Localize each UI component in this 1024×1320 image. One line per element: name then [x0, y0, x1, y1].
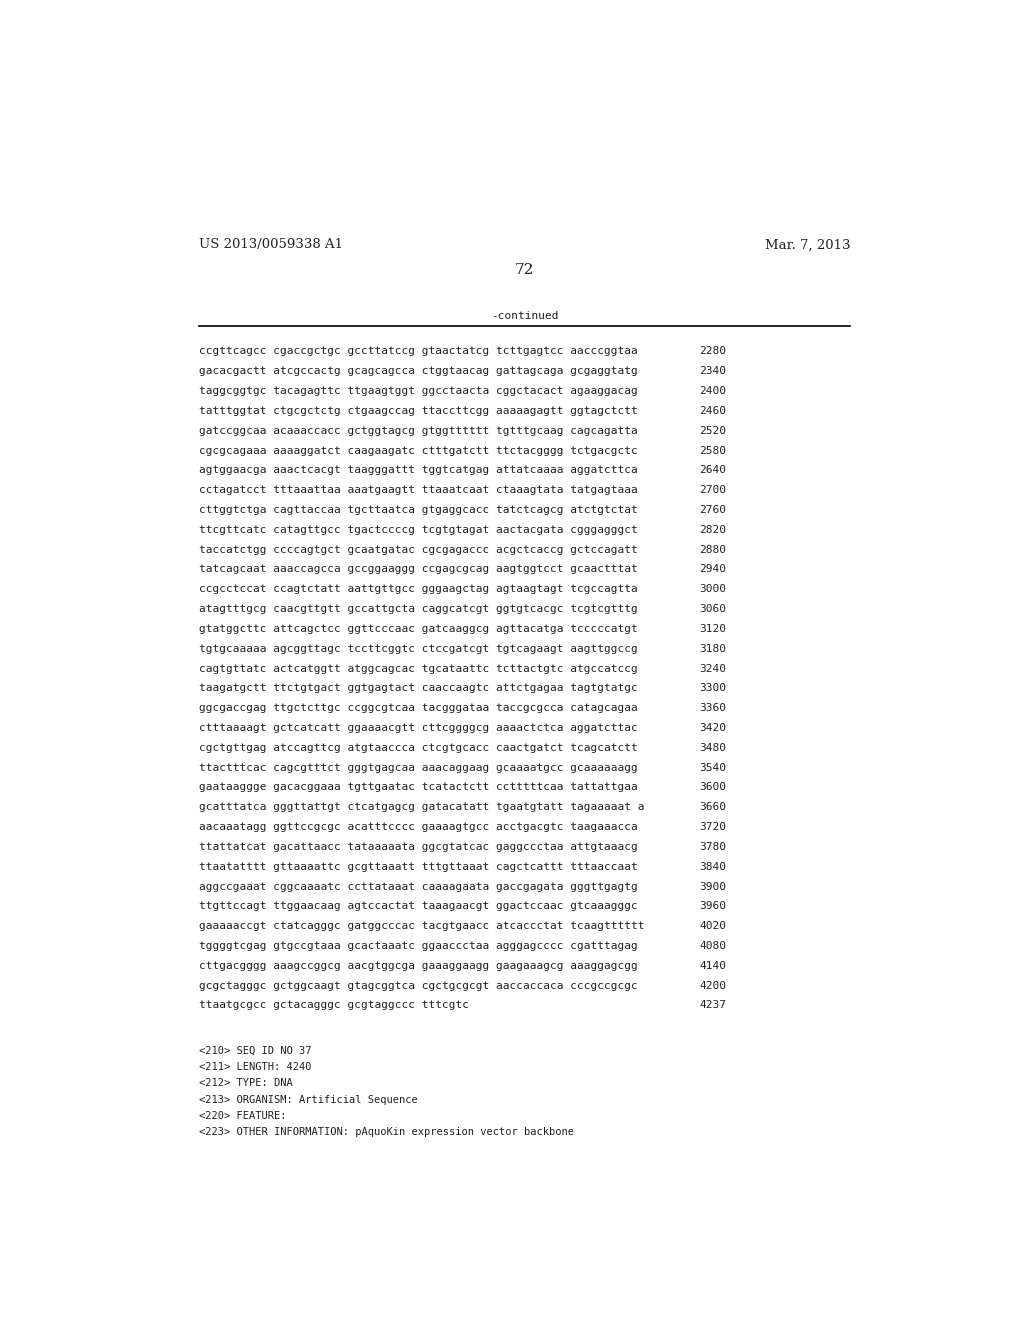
Text: 2820: 2820: [699, 525, 726, 535]
Text: 4080: 4080: [699, 941, 726, 950]
Text: gaaaaaccgt ctatcagggc gatggcccac tacgtgaacc atcaccctat tcaagtttttt: gaaaaaccgt ctatcagggc gatggcccac tacgtga…: [200, 921, 645, 931]
Text: ccgcctccat ccagtctatt aattgttgcc gggaagctag agtaagtagt tcgccagtta: ccgcctccat ccagtctatt aattgttgcc gggaagc…: [200, 585, 638, 594]
Text: ccgttcagcc cgaccgctgc gccttatccg gtaactatcg tcttgagtcc aacccggtaa: ccgttcagcc cgaccgctgc gccttatccg gtaacta…: [200, 346, 638, 356]
Text: 2640: 2640: [699, 466, 726, 475]
Text: 2460: 2460: [699, 405, 726, 416]
Text: cgcgcagaaa aaaaggatct caagaagatc ctttgatctt ttctacgggg tctgacgctc: cgcgcagaaa aaaaggatct caagaagatc ctttgat…: [200, 446, 638, 455]
Text: <223> OTHER INFORMATION: pAquoKin expression vector backbone: <223> OTHER INFORMATION: pAquoKin expres…: [200, 1127, 574, 1137]
Text: cttgacgggg aaagccggcg aacgtggcga gaaaggaagg gaagaaagcg aaaggagcgg: cttgacgggg aaagccggcg aacgtggcga gaaagga…: [200, 961, 638, 970]
Text: cagtgttatc actcatggtt atggcagcac tgcataattc tcttactgtc atgccatccg: cagtgttatc actcatggtt atggcagcac tgcataa…: [200, 664, 638, 673]
Text: 2760: 2760: [699, 506, 726, 515]
Text: gaataaggge gacacggaaa tgttgaatac tcatactctt cctttttcaa tattattgaa: gaataaggge gacacggaaa tgttgaatac tcatact…: [200, 783, 638, 792]
Text: 3660: 3660: [699, 803, 726, 812]
Text: taagatgctt ttctgtgact ggtgagtact caaccaagtc attctgagaa tagtgtatgc: taagatgctt ttctgtgact ggtgagtact caaccaa…: [200, 684, 638, 693]
Text: 2520: 2520: [699, 426, 726, 436]
Text: 2940: 2940: [699, 565, 726, 574]
Text: aggccgaaat cggcaaaatc ccttataaat caaaagaata gaccgagata gggttgagtg: aggccgaaat cggcaaaatc ccttataaat caaaaga…: [200, 882, 638, 891]
Text: 4200: 4200: [699, 981, 726, 991]
Text: <213> ORGANISM: Artificial Sequence: <213> ORGANISM: Artificial Sequence: [200, 1094, 418, 1105]
Text: ttaatatttt gttaaaattc gcgttaaatt tttgttaaat cagctcattt tttaaccaat: ttaatatttt gttaaaattc gcgttaaatt tttgtta…: [200, 862, 638, 871]
Text: ttaatgcgcc gctacagggc gcgtaggccc tttcgtc: ttaatgcgcc gctacagggc gcgtaggccc tttcgtc: [200, 1001, 469, 1011]
Text: 3840: 3840: [699, 862, 726, 871]
Text: <211> LENGTH: 4240: <211> LENGTH: 4240: [200, 1063, 312, 1072]
Text: 3180: 3180: [699, 644, 726, 653]
Text: 3780: 3780: [699, 842, 726, 851]
Text: tgtgcaaaaa agcggttagc tccttcggtc ctccgatcgt tgtcagaagt aagttggccg: tgtgcaaaaa agcggttagc tccttcggtc ctccgat…: [200, 644, 638, 653]
Text: atagtttgcg caacgttgtt gccattgcta caggcatcgt ggtgtcacgc tcgtcgtttg: atagtttgcg caacgttgtt gccattgcta caggcat…: [200, 605, 638, 614]
Text: 3420: 3420: [699, 723, 726, 733]
Text: 4237: 4237: [699, 1001, 726, 1011]
Text: 3360: 3360: [699, 704, 726, 713]
Text: agtggaacga aaactcacgt taagggattt tggtcatgag attatcaaaa aggatcttca: agtggaacga aaactcacgt taagggattt tggtcat…: [200, 466, 638, 475]
Text: aacaaatagg ggttccgcgc acatttcccc gaaaagtgcc acctgacgtc taagaaacca: aacaaatagg ggttccgcgc acatttcccc gaaaagt…: [200, 822, 638, 832]
Text: 3060: 3060: [699, 605, 726, 614]
Text: tggggtcgag gtgccgtaaa gcactaaatc ggaaccctaa agggagcccc cgatttagag: tggggtcgag gtgccgtaaa gcactaaatc ggaaccc…: [200, 941, 638, 950]
Text: 3480: 3480: [699, 743, 726, 752]
Text: cttggtctga cagttaccaa tgcttaatca gtgaggcacc tatctcagcg atctgtctat: cttggtctga cagttaccaa tgcttaatca gtgaggc…: [200, 506, 638, 515]
Text: 4020: 4020: [699, 921, 726, 931]
Text: 3000: 3000: [699, 585, 726, 594]
Text: 3960: 3960: [699, 902, 726, 911]
Text: taggcggtgc tacagagttc ttgaagtggt ggcctaacta cggctacact agaaggacag: taggcggtgc tacagagttc ttgaagtggt ggcctaa…: [200, 385, 638, 396]
Text: gtatggcttc attcagctcc ggttcccaac gatcaaggcg agttacatga tcccccatgt: gtatggcttc attcagctcc ggttcccaac gatcaag…: [200, 624, 638, 634]
Text: 3300: 3300: [699, 684, 726, 693]
Text: 72: 72: [515, 263, 535, 277]
Text: -continued: -continued: [492, 312, 558, 321]
Text: ttgttccagt ttggaacaag agtccactat taaagaacgt ggactccaac gtcaaagggc: ttgttccagt ttggaacaag agtccactat taaagaa…: [200, 902, 638, 911]
Text: 2700: 2700: [699, 486, 726, 495]
Text: 2340: 2340: [699, 366, 726, 376]
Text: ttattatcat gacattaacc tataaaaata ggcgtatcac gaggccctaa attgtaaacg: ttattatcat gacattaacc tataaaaata ggcgtat…: [200, 842, 638, 851]
Text: 3600: 3600: [699, 783, 726, 792]
Text: tatttggtat ctgcgctctg ctgaagccag ttaccttcgg aaaaagagtt ggtagctctt: tatttggtat ctgcgctctg ctgaagccag ttacctt…: [200, 405, 638, 416]
Text: <220> FEATURE:: <220> FEATURE:: [200, 1110, 287, 1121]
Text: cctagatcct tttaaattaa aaatgaagtt ttaaatcaat ctaaagtata tatgagtaaa: cctagatcct tttaaattaa aaatgaagtt ttaaatc…: [200, 486, 638, 495]
Text: US 2013/0059338 A1: US 2013/0059338 A1: [200, 239, 343, 251]
Text: tatcagcaat aaaccagcca gccggaaggg ccgagcgcag aagtggtcct gcaactttat: tatcagcaat aaaccagcca gccggaaggg ccgagcg…: [200, 565, 638, 574]
Text: gatccggcaa acaaaccacc gctggtagcg gtggtttttt tgtttgcaag cagcagatta: gatccggcaa acaaaccacc gctggtagcg gtggttt…: [200, 426, 638, 436]
Text: 2400: 2400: [699, 385, 726, 396]
Text: Mar. 7, 2013: Mar. 7, 2013: [765, 239, 850, 251]
Text: cgctgttgag atccagttcg atgtaaccca ctcgtgcacc caactgatct tcagcatctt: cgctgttgag atccagttcg atgtaaccca ctcgtgc…: [200, 743, 638, 752]
Text: <212> TYPE: DNA: <212> TYPE: DNA: [200, 1078, 293, 1088]
Text: 4140: 4140: [699, 961, 726, 970]
Text: 3900: 3900: [699, 882, 726, 891]
Text: 2880: 2880: [699, 545, 726, 554]
Text: ggcgaccgag ttgctcttgc ccggcgtcaa tacgggataa taccgcgcca catagcagaa: ggcgaccgag ttgctcttgc ccggcgtcaa tacggga…: [200, 704, 638, 713]
Text: 3540: 3540: [699, 763, 726, 772]
Text: gacacgactt atcgccactg gcagcagcca ctggtaacag gattagcaga gcgaggtatg: gacacgactt atcgccactg gcagcagcca ctggtaa…: [200, 366, 638, 376]
Text: 3120: 3120: [699, 624, 726, 634]
Text: 2580: 2580: [699, 446, 726, 455]
Text: ctttaaaagt gctcatcatt ggaaaacgtt cttcggggcg aaaactctca aggatcttac: ctttaaaagt gctcatcatt ggaaaacgtt cttcggg…: [200, 723, 638, 733]
Text: 3240: 3240: [699, 664, 726, 673]
Text: gcatttatca gggttattgt ctcatgagcg gatacatatt tgaatgtatt tagaaaaat a: gcatttatca gggttattgt ctcatgagcg gatacat…: [200, 803, 645, 812]
Text: gcgctagggc gctggcaagt gtagcggtca cgctgcgcgt aaccaccaca cccgccgcgc: gcgctagggc gctggcaagt gtagcggtca cgctgcg…: [200, 981, 638, 991]
Text: taccatctgg ccccagtgct gcaatgatac cgcgagaccc acgctcaccg gctccagatt: taccatctgg ccccagtgct gcaatgatac cgcgaga…: [200, 545, 638, 554]
Text: 2280: 2280: [699, 346, 726, 356]
Text: ttactttcac cagcgtttct gggtgagcaa aaacaggaag gcaaaatgcc gcaaaaaagg: ttactttcac cagcgtttct gggtgagcaa aaacagg…: [200, 763, 638, 772]
Text: ttcgttcatc catagttgcc tgactccccg tcgtgtagat aactacgata cgggagggct: ttcgttcatc catagttgcc tgactccccg tcgtgta…: [200, 525, 638, 535]
Text: 3720: 3720: [699, 822, 726, 832]
Text: <210> SEQ ID NO 37: <210> SEQ ID NO 37: [200, 1045, 312, 1056]
